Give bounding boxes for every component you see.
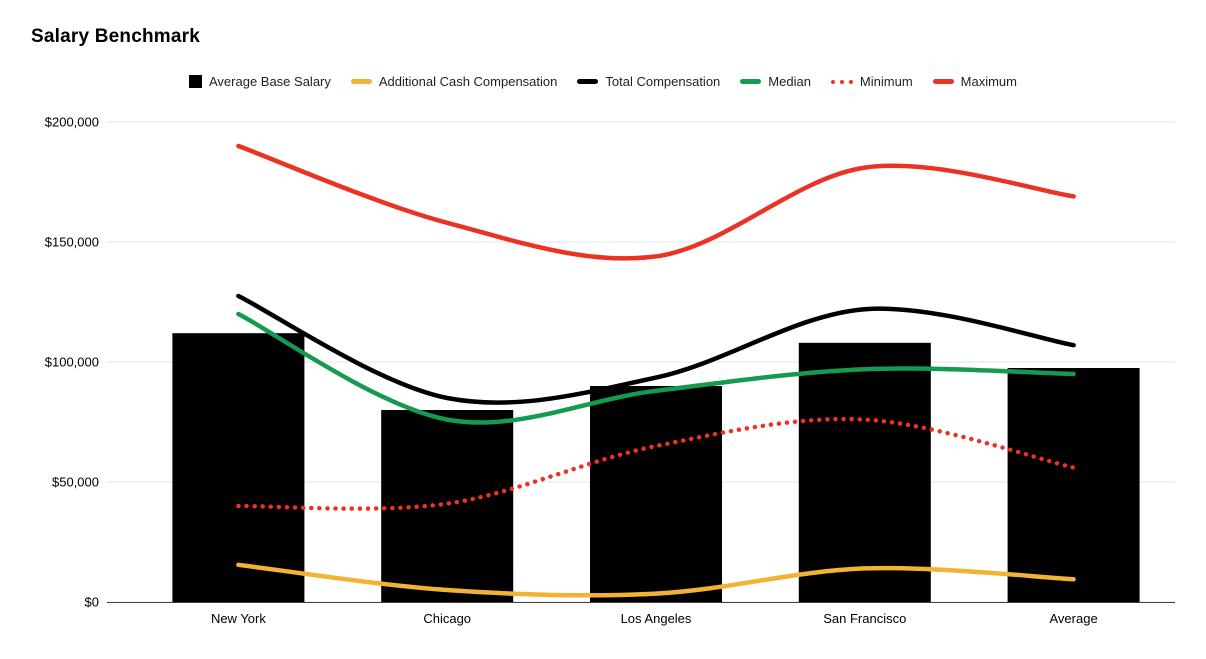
legend-label: Median [768, 74, 811, 89]
x-axis-label-los-angeles: Los Angeles [621, 611, 692, 626]
legend-line-marker [577, 79, 599, 84]
legend-label: Average Base Salary [208, 74, 331, 89]
y-axis-label: $150,000 [45, 235, 99, 250]
bar-los-angeles [590, 386, 722, 602]
legend-label: Maximum [960, 74, 1017, 89]
y-axis-label: $50,000 [52, 475, 99, 490]
legend-item-maximum: Maximum [932, 74, 1017, 89]
legend-label: Minimum [859, 74, 913, 89]
bar-new-york [172, 333, 305, 602]
x-axis-label-san-francisco: San Francisco [823, 611, 906, 626]
legend-line-marker [740, 79, 762, 84]
line-median [236, 311, 1076, 425]
x-axis-label-average: Average [1050, 611, 1098, 626]
x-axis-label-chicago: Chicago [423, 611, 471, 626]
chart-title: Salary Benchmark [31, 26, 201, 47]
legend-item-total-compensation: Total Compensation [577, 74, 720, 89]
line-additional-cash-compensation [236, 562, 1076, 598]
chart-legend: Average Base Salary Additional Cash Compe… [0, 74, 1206, 89]
bar-average [1007, 368, 1140, 602]
legend-line-marker [350, 79, 372, 84]
legend-line-marker [932, 79, 954, 84]
bar-san-francisco [798, 342, 931, 602]
legend-item-additional-cash-compensation: Additional Cash Compensation [350, 74, 558, 89]
legend-square-marker [188, 75, 202, 88]
legend-item-average-base-salary: Average Base Salary [188, 74, 331, 89]
line-total-compensation [236, 293, 1076, 405]
y-axis-label: $0 [85, 595, 99, 610]
legend-item-minimum: Minimum [830, 74, 913, 89]
x-axis-label-new-york: New York [211, 611, 266, 626]
y-axis-label: $100,000 [45, 355, 99, 370]
legend-label: Additional Cash Compensation [378, 74, 558, 89]
bar-chicago [381, 410, 514, 602]
legend-item-median: Median [740, 74, 811, 89]
line-minimum [236, 416, 1076, 511]
legend-dotted-line-marker [830, 79, 853, 84]
y-axis-label: $200,000 [45, 115, 99, 130]
line-maximum [236, 143, 1076, 261]
legend-label: Total Compensation [605, 74, 721, 89]
